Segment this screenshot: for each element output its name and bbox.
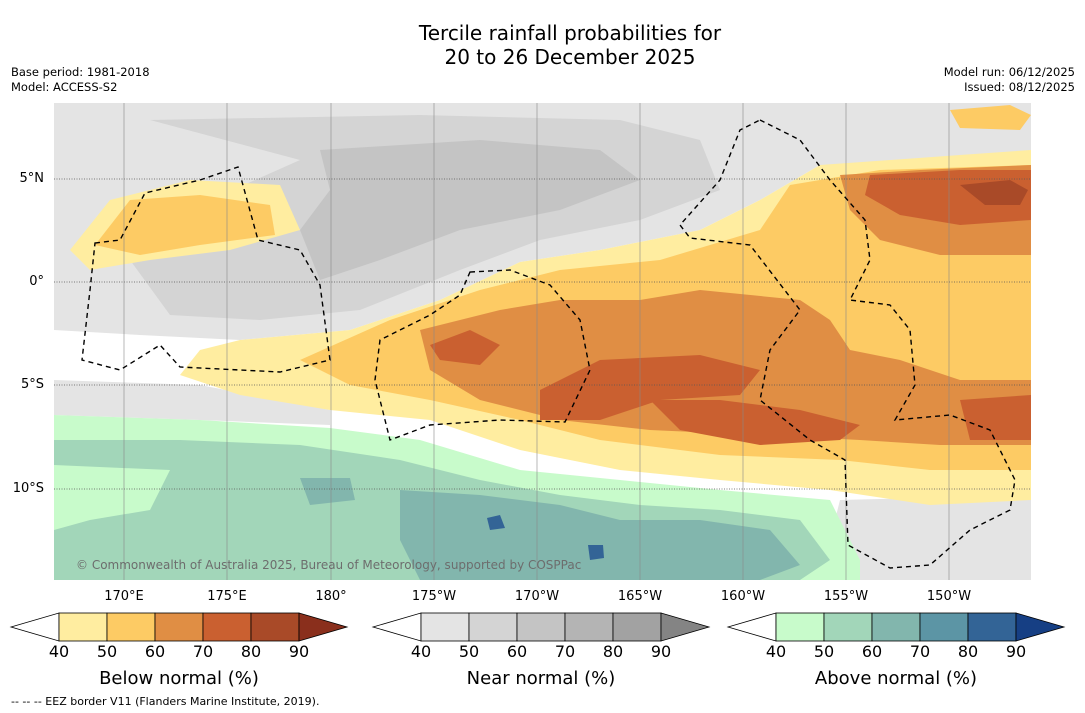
cbar-swatch (612, 612, 662, 642)
cbar-tick: 50 (96, 642, 118, 661)
lat-label-0: 0° (29, 274, 44, 289)
issued-date: Issued: 08/12/2025 (964, 80, 1075, 94)
lat-label-5s: 5°S (20, 377, 44, 392)
cbar-swatch (919, 612, 969, 642)
below-normal-extreme (960, 180, 1028, 205)
lon-label-150w: 150°W (926, 589, 972, 604)
map-title: Tercile rainfall probabilities for 20 to… (0, 21, 1085, 69)
title-line-2: 20 to 26 December 2025 (444, 45, 696, 69)
lon-label-165w: 165°W (617, 589, 663, 604)
cbar-tick: 40 (410, 642, 432, 661)
near-normal-se-grey (830, 495, 1031, 580)
lon-label-160w: 160°W (720, 589, 766, 604)
cbar-swatch (564, 612, 614, 642)
lon-label-170w: 170°W (514, 589, 560, 604)
above-normal-dot-1 (487, 515, 505, 530)
cbar-swatch (202, 612, 252, 642)
cbar-tick: 40 (765, 642, 787, 661)
cbar-swatch (106, 612, 156, 642)
colorbar-above-normal (726, 612, 1066, 642)
copyright-notice: © Commonwealth of Australia 2025, Bureau… (76, 558, 582, 572)
cbar-swatch (516, 612, 566, 642)
cbar-swatch (420, 612, 470, 642)
cbar-extension-low (371, 612, 422, 642)
legend-label-near: Near normal (%) (466, 668, 616, 689)
lon-label-180: 180° (315, 589, 347, 604)
eez-borders (81, 119, 1016, 569)
cbar-tick: 60 (861, 642, 883, 661)
cbar-tick: 80 (602, 642, 624, 661)
cbar-swatches-above (775, 612, 1017, 642)
cbar-tick: 60 (144, 642, 166, 661)
meridians (123, 103, 950, 580)
legend-label-below: Below normal (%) (99, 668, 259, 689)
below-normal-very-strong (430, 330, 1031, 445)
cbar-tick: 50 (458, 642, 480, 661)
near-normal-region-core (300, 140, 640, 280)
cbar-swatch (250, 612, 300, 642)
cbar-swatch (775, 612, 825, 642)
cbar-extension-high (298, 612, 349, 642)
cbar-extension-low (726, 612, 777, 642)
cbar-swatch (58, 612, 108, 642)
cbar-tick: 70 (909, 642, 931, 661)
above-normal-dot-2 (588, 545, 604, 560)
probability-field (54, 103, 1031, 580)
colorbar-near-normal (371, 612, 711, 642)
cbar-extension-high (1015, 612, 1066, 642)
lat-label-10s: 10°S (12, 481, 44, 496)
cbar-swatch (967, 612, 1017, 642)
title-line-1: Tercile rainfall probabilities for (418, 21, 722, 45)
legend-label-above: Above normal (%) (814, 668, 978, 689)
metadata-left: Base period: 1981-2018 Model: ACCESS-S2 (11, 65, 150, 95)
cbar-extension-low (9, 612, 60, 642)
cbar-tick: 50 (813, 642, 835, 661)
colorbar-below-normal (9, 612, 349, 642)
cbar-extension-high (660, 612, 711, 642)
cbar-swatch (871, 612, 921, 642)
near-normal-south-grey (54, 380, 330, 425)
below-normal-ne-patch (950, 105, 1031, 130)
above-normal-region-core (400, 490, 800, 580)
cbar-tick: 80 (957, 642, 979, 661)
lon-label-170e: 170°E (104, 589, 144, 604)
metadata-right: Model run: 06/12/2025 Issued: 08/12/2025 (944, 65, 1075, 95)
cbar-tick: 80 (240, 642, 262, 661)
lon-label-155w: 155°W (823, 589, 869, 604)
cbar-swatch (154, 612, 204, 642)
above-normal-small-patch (300, 478, 355, 505)
lat-label-5n: 5°N (19, 171, 45, 186)
below-normal-nw-mid (95, 195, 275, 255)
cbar-swatches-below (58, 612, 300, 642)
model-run: Model run: 06/12/2025 (943, 65, 1075, 79)
cbar-tick: 90 (650, 642, 672, 661)
eez-footnote: -- -- -- EEZ border V11 (Flanders Marine… (11, 695, 320, 708)
model-name: Model: ACCESS-S2 (11, 80, 118, 94)
cbar-tick: 70 (192, 642, 214, 661)
cbar-tick: 60 (506, 642, 528, 661)
base-period: Base period: 1981-2018 (11, 65, 150, 79)
cbar-swatch (823, 612, 873, 642)
cbar-tick: 90 (1005, 642, 1027, 661)
cbar-tick: 70 (554, 642, 576, 661)
lon-label-175e: 175°E (207, 589, 247, 604)
cbar-tick: 40 (48, 642, 70, 661)
cbar-tick: 90 (288, 642, 310, 661)
cbar-swatch (468, 612, 518, 642)
cbar-swatches-near (420, 612, 662, 642)
lon-label-175w: 175°W (411, 589, 457, 604)
